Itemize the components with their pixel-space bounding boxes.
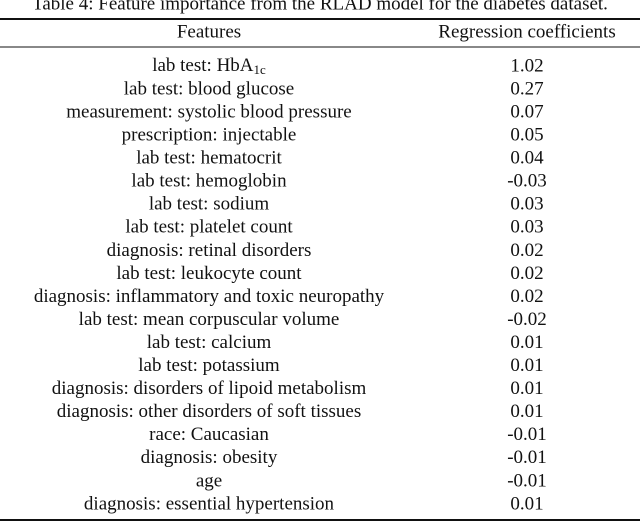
table-caption: Table 4: Feature importance from the RLA…: [32, 0, 608, 14]
feature-cell: age: [196, 470, 222, 491]
coefficient-cell: 0.07: [510, 101, 543, 122]
coefficient-cell: 0.01: [510, 332, 543, 353]
feature-cell: measurement: systolic blood pressure: [66, 101, 351, 122]
feature-cell: lab test: hemoglobin: [131, 171, 287, 192]
coefficient-cell: -0.01: [507, 424, 547, 445]
coefficient-cell: -0.03: [507, 171, 547, 192]
feature-cell: lab test: leukocyte count: [116, 263, 302, 284]
coefficient-cell: 0.01: [510, 493, 543, 514]
feature-cell: lab test: blood glucose: [124, 78, 294, 99]
feature-cell: lab test: potassium: [138, 355, 280, 376]
feature-cell: lab test: calcium: [147, 332, 272, 353]
feature-cell: diagnosis: disorders of lipoid metabolis…: [52, 378, 367, 399]
coefficient-cell: 0.03: [510, 217, 543, 238]
feature-cell: lab test: sodium: [149, 194, 270, 215]
coefficient-cell: 0.01: [510, 401, 543, 422]
coefficient-cell: 0.01: [510, 378, 543, 399]
feature-cell: diagnosis: retinal disorders: [107, 240, 312, 261]
feature-cell: lab test: mean corpuscular volume: [79, 309, 340, 330]
feature-cell: lab test: HbA1c: [152, 55, 266, 77]
feature-text: lab test: HbA: [152, 55, 254, 76]
coefficient-cell: 0.03: [510, 194, 543, 215]
coefficient-cell: 0.02: [510, 263, 543, 284]
coefficient-cell: -0.02: [507, 309, 547, 330]
coefficient-cell: -0.01: [507, 470, 547, 491]
coefficient-cell: 0.05: [510, 125, 543, 146]
feature-cell: diagnosis: inflammatory and toxic neurop…: [34, 286, 385, 307]
coefficient-cell: 0.02: [510, 286, 543, 307]
coefficient-cell: 0.27: [510, 78, 543, 99]
feature-cell: prescription: injectable: [122, 125, 297, 146]
feature-cell: diagnosis: essential hypertension: [84, 493, 335, 514]
column-header: Features: [177, 21, 241, 42]
coefficient-cell: 1.02: [510, 55, 543, 76]
coefficient-cell: 0.01: [510, 355, 543, 376]
coefficient-cell: -0.01: [507, 447, 547, 468]
coefficient-cell: 0.04: [510, 148, 544, 169]
feature-cell: diagnosis: obesity: [141, 447, 278, 468]
feature-cell: race: Caucasian: [149, 424, 269, 445]
feature-cell: lab test: hematocrit: [136, 148, 282, 169]
feature-subscript: 1c: [254, 62, 267, 77]
feature-cell: lab test: platelet count: [125, 217, 293, 238]
column-header: Regression coefficients: [438, 21, 615, 42]
coefficient-cell: 0.02: [510, 240, 543, 261]
feature-cell: diagnosis: other disorders of soft tissu…: [57, 401, 362, 422]
